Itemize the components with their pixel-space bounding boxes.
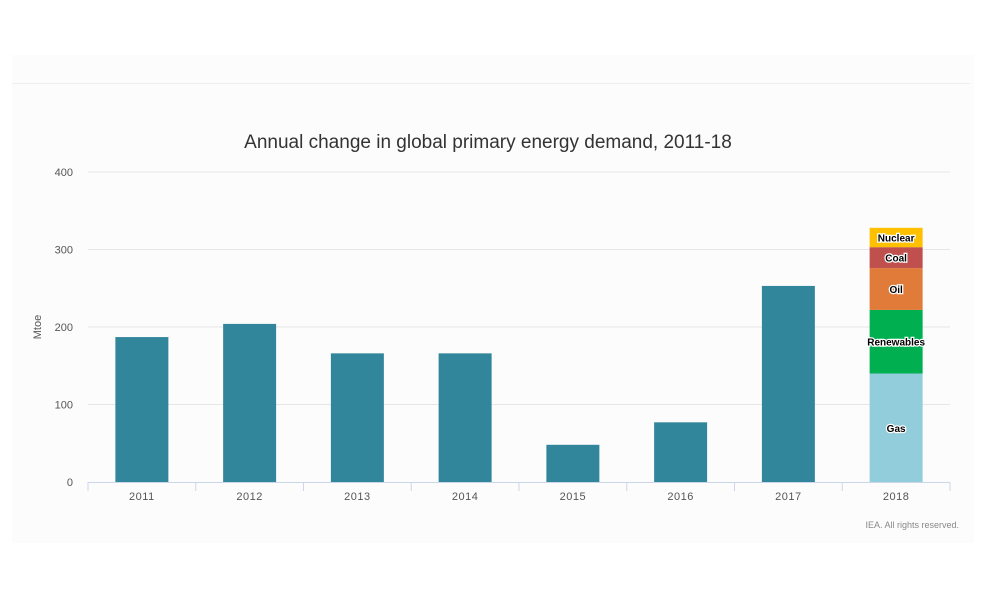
credit-text: IEA. All rights reserved. <box>865 520 959 530</box>
bar-2012 <box>223 323 277 482</box>
segment-nuclear <box>869 227 923 248</box>
x-tick-label: 2018 <box>883 491 909 503</box>
x-tick-label: 2012 <box>236 491 262 503</box>
x-tick-label: 2016 <box>667 491 693 503</box>
y-tick-label: 400 <box>55 167 73 179</box>
segment-oil <box>869 268 923 310</box>
segment-label-coal: Coal <box>885 254 907 265</box>
segment-label-renewables: Renewables <box>867 338 925 349</box>
x-tick-label: 2015 <box>560 491 586 503</box>
x-tick-label: 2017 <box>775 491 801 503</box>
y-tick-label: 0 <box>67 477 73 489</box>
segment-gas <box>869 373 923 482</box>
bar-2013 <box>330 353 384 482</box>
x-tick-label: 2011 <box>129 491 155 503</box>
segment-renewables <box>869 309 923 374</box>
segment-coal <box>869 247 923 269</box>
bar-2016 <box>654 422 708 482</box>
y-tick-label: 200 <box>55 322 73 334</box>
segment-label-gas: Gas <box>887 424 906 435</box>
y-tick-label: 100 <box>55 400 73 412</box>
bar-2017 <box>761 285 815 482</box>
x-tick-label: 2014 <box>452 491 478 503</box>
axes: 0 100 200 300 400 2011 2012 2013 2014 2015 2016 201… <box>55 167 951 503</box>
segment-label-oil: Oil <box>889 285 903 296</box>
y-axis-label: Mtoe <box>32 315 44 339</box>
x-tick-label: 2013 <box>344 491 370 503</box>
bar-2011 <box>115 337 169 482</box>
bar-2014 <box>438 353 492 482</box>
segment-label-nuclear: Nuclear <box>878 233 915 244</box>
bar-2015 <box>546 444 600 482</box>
bars: Gas Renewables Oil Coal Nuclear <box>115 227 927 482</box>
gridlines <box>88 171 950 405</box>
y-tick-label: 300 <box>55 245 73 257</box>
panel-top-rule <box>12 83 970 84</box>
chart-title: Annual change in global primary energy d… <box>244 132 732 153</box>
